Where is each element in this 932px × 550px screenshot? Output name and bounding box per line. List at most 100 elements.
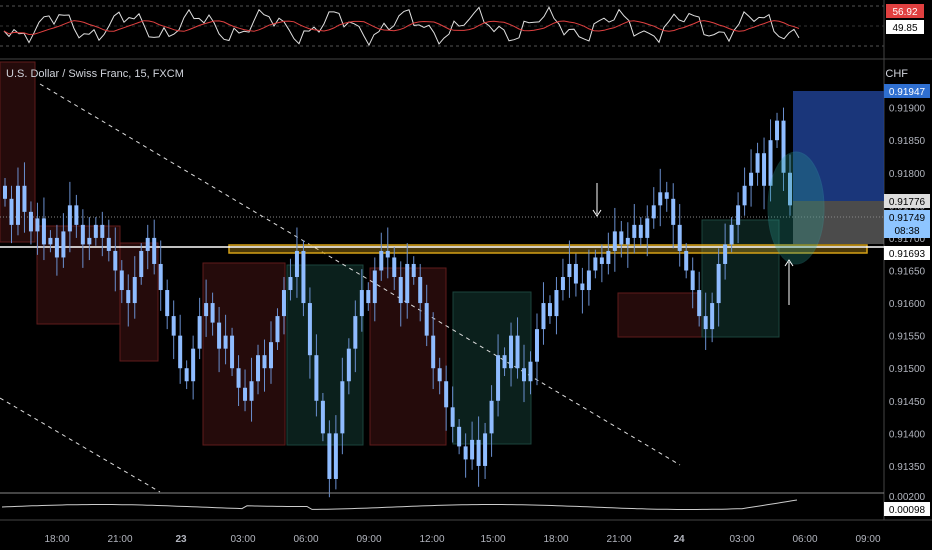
- candle-body: [100, 224, 105, 238]
- candle-body: [22, 185, 27, 212]
- price-tick-label: 0.91800: [889, 169, 926, 180]
- price-tick-label: 0.91650: [889, 266, 926, 277]
- candle-body: [15, 185, 20, 225]
- candle-body: [541, 303, 546, 330]
- rsi-ma-line: [3, 20, 800, 36]
- demand-zone-box: [701, 219, 780, 338]
- candle-body: [80, 224, 85, 245]
- candle-body: [132, 277, 137, 304]
- candle-body: [262, 355, 267, 369]
- candle-body: [483, 433, 488, 466]
- candle-body: [788, 172, 792, 206]
- candle-body: [450, 407, 455, 427]
- candle-body: [67, 205, 72, 232]
- candle-body: [3, 185, 7, 199]
- time-tick-label: 09:00: [356, 534, 381, 545]
- candle-body: [301, 250, 306, 304]
- price-tick-label: 0.91850: [889, 136, 926, 147]
- arrows: [592, 183, 794, 305]
- candle-body: [288, 277, 293, 291]
- osc-top-label: 0.00200: [889, 492, 926, 503]
- current-price-label: 0.91749: [889, 213, 926, 224]
- candle-body: [703, 316, 708, 330]
- candle-body: [775, 120, 780, 141]
- candle-body: [645, 218, 650, 238]
- candle-body: [716, 263, 721, 304]
- candle-body: [489, 400, 494, 434]
- support-band-fill: [229, 245, 867, 253]
- support-price-label: 0.91693: [889, 249, 926, 260]
- time-tick-label: 12:00: [419, 534, 444, 545]
- oscillator-panel: [1, 499, 798, 510]
- osc-badges: 0.00200 0.00098: [884, 492, 930, 516]
- candle-body: [424, 303, 429, 336]
- candle-body: [697, 290, 702, 317]
- rsi-line: [3, 6, 800, 47]
- supply-zone-box: [202, 262, 286, 446]
- target-price-label: 0.91947: [889, 87, 926, 98]
- oscillator-line: [1, 499, 798, 510]
- candle-body: [476, 439, 481, 466]
- candle-body: [762, 153, 767, 186]
- candle-body: [372, 270, 377, 304]
- candle-body: [638, 224, 643, 238]
- candle-body: [554, 290, 559, 317]
- price-tick-label: 0.91500: [889, 364, 926, 375]
- candle-body: [560, 277, 565, 291]
- candle-body: [210, 303, 215, 323]
- candle-body: [191, 348, 196, 382]
- candle-body: [48, 237, 53, 245]
- candle-body: [197, 316, 202, 349]
- price-tick-label: 0.91350: [889, 462, 926, 473]
- candle-body: [736, 205, 741, 225]
- candle-body: [28, 211, 33, 232]
- candle-body: [171, 316, 176, 336]
- candle-body: [204, 303, 209, 317]
- candle-body: [152, 237, 157, 264]
- candle-body: [126, 290, 131, 304]
- time-tick-label: 23: [175, 534, 187, 545]
- candle-body: [106, 237, 111, 251]
- candle-body: [74, 205, 79, 225]
- candle-body: [470, 439, 475, 460]
- osc-current-label: 0.00098: [889, 505, 926, 516]
- candle-body: [547, 303, 552, 317]
- time-axis[interactable]: 18:00 21:00 23 03:00 06:00 09:00 12:00 15:00 18:…: [44, 534, 880, 545]
- candle-body: [243, 387, 248, 401]
- candle-body: [217, 322, 222, 349]
- candle-body: [755, 153, 760, 173]
- candle-body: [690, 270, 695, 291]
- candle-body: [379, 250, 384, 271]
- candle-body: [340, 381, 345, 434]
- candles: [3, 107, 792, 498]
- candle-body: [41, 218, 46, 245]
- candle-body: [781, 120, 786, 173]
- candle-body: [54, 237, 59, 258]
- candle-body: [658, 192, 663, 206]
- candle-body: [606, 250, 611, 264]
- time-tick-label: 03:00: [729, 534, 754, 545]
- time-tick-label: 06:00: [293, 534, 318, 545]
- candle-body: [249, 381, 254, 401]
- countdown-label: 08:38: [894, 226, 919, 237]
- price-tick-label: 0.91400: [889, 429, 926, 440]
- price-tick-label: 0.91450: [889, 397, 926, 408]
- candle-body: [431, 335, 436, 369]
- candle-body: [768, 140, 773, 186]
- candle-body: [496, 355, 501, 401]
- time-tick-label: 03:00: [230, 534, 255, 545]
- demand-zone-box: [286, 264, 364, 446]
- candle-body: [165, 290, 170, 317]
- candle-body: [742, 185, 747, 206]
- candle-body: [93, 224, 98, 238]
- candle-body: [710, 303, 715, 330]
- time-tick-label: 18:00: [543, 534, 568, 545]
- candle-body: [35, 218, 40, 232]
- candle-body: [158, 263, 163, 291]
- candle-body: [9, 198, 14, 225]
- candle-body: [327, 433, 332, 479]
- candle-body: [573, 263, 578, 284]
- candle-body: [684, 250, 689, 271]
- candle-body: [651, 205, 656, 219]
